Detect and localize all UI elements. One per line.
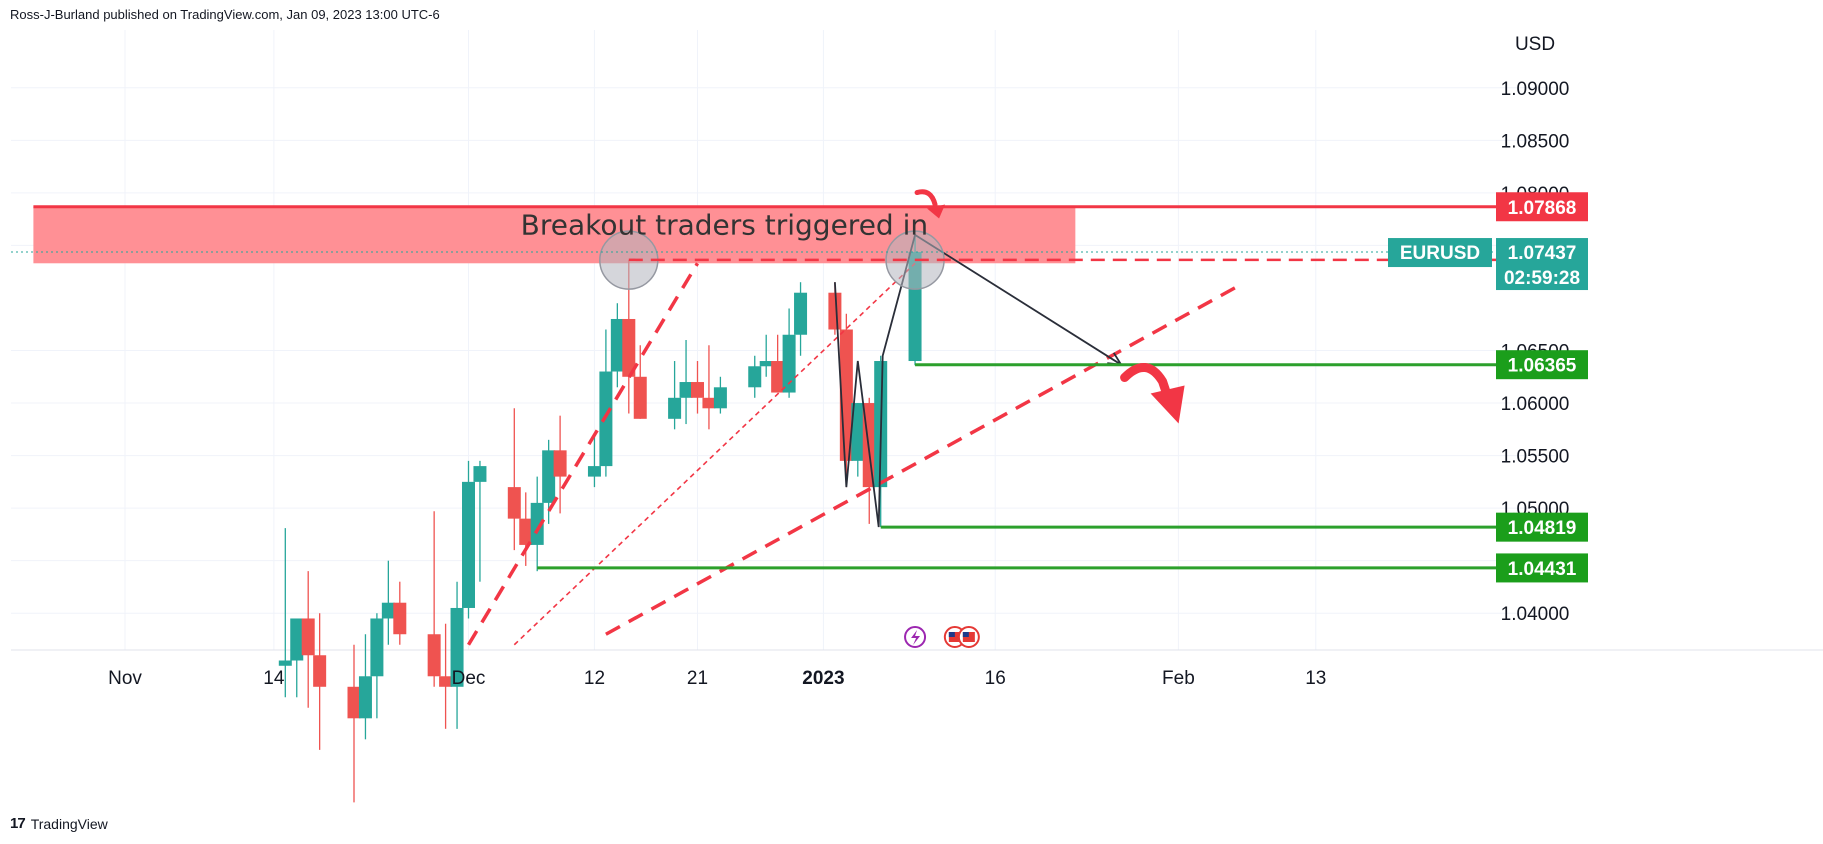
- brand-name: TradingView: [30, 815, 108, 832]
- price-tick-label: 1.08500: [1501, 131, 1570, 152]
- price-tags: 1.078681.073631.063651.048191.04431EURUS…: [1388, 192, 1588, 583]
- level-price-tag: 1.07868: [1508, 198, 1577, 219]
- candle-body: [393, 602, 407, 635]
- footer-brand[interactable]: 17 TradingView: [10, 815, 108, 832]
- candle-body: [622, 318, 636, 377]
- candle-body: [313, 655, 327, 687]
- candle-body: [771, 361, 785, 393]
- candle-body: [358, 676, 372, 719]
- level-price-tag: 1.04431: [1508, 559, 1577, 580]
- candle-body: [290, 618, 304, 661]
- levels-layer: [11, 205, 1550, 570]
- candle-body: [427, 634, 441, 677]
- candle-body: [828, 292, 842, 330]
- drawings-layer: [466, 230, 1237, 646]
- level-price-tag-bg: [1496, 350, 1588, 380]
- event-icons[interactable]: [904, 626, 980, 648]
- candle-body: [851, 403, 865, 461]
- candle-body: [542, 450, 556, 503]
- candle-body: [439, 676, 453, 687]
- price-tick-label: 1.05500: [1501, 447, 1570, 468]
- trendline: [466, 262, 700, 646]
- price-tick-label: 1.04000: [1501, 604, 1570, 625]
- candle-body: [610, 318, 624, 372]
- flag-canton-icon: [948, 632, 955, 637]
- time-tick-label: 12: [584, 668, 605, 689]
- trendline: [605, 285, 1237, 636]
- time-tick-label: Feb: [1162, 668, 1195, 689]
- time-tick-label: 16: [985, 668, 1006, 689]
- time-tick-label: 21: [687, 668, 708, 689]
- curved-arrow-icon: [1120, 363, 1174, 405]
- candle-body: [519, 518, 533, 545]
- candle-body: [473, 466, 487, 482]
- candle-body: [507, 487, 521, 519]
- arrowhead-icon: [927, 204, 946, 219]
- candle-body: [462, 481, 475, 608]
- trendline: [513, 262, 916, 646]
- candle-body: [553, 450, 567, 477]
- level-price-tag-bg: [1496, 192, 1588, 222]
- annotations-layer: Breakout traders triggered in: [521, 189, 1185, 424]
- candle-body: [370, 618, 384, 677]
- level-price-tag: 1.06365: [1508, 356, 1577, 377]
- candle-body: [702, 397, 716, 409]
- lightning-icon: [911, 630, 921, 645]
- candle-body: [759, 361, 773, 367]
- price-tick-label: 1.09000: [1501, 79, 1570, 100]
- published-info: Ross-J-Burland published on TradingView.…: [10, 7, 440, 22]
- candle-body: [530, 502, 544, 545]
- candle-body: [748, 366, 762, 388]
- tradingview-logo-icon: 17: [10, 815, 26, 832]
- candle-body: [633, 376, 647, 419]
- curved-arrow-icon: [914, 189, 938, 208]
- time-tick-label: Dec: [452, 668, 486, 689]
- candle-body: [347, 686, 361, 719]
- level-price-tag: 1.04819: [1508, 518, 1577, 539]
- level-price-tag-bg: [1496, 553, 1588, 583]
- candle-body: [450, 607, 464, 687]
- time-tick-label: Nov: [108, 668, 142, 689]
- price-tick-label: 1.06000: [1501, 394, 1570, 415]
- symbol-tag: EURUSD: [1400, 243, 1480, 264]
- flag-canton-icon: [962, 632, 969, 637]
- annotation-text: Breakout traders triggered in: [521, 208, 928, 241]
- candle-body: [301, 618, 315, 656]
- candle-body: [713, 387, 727, 409]
- candle-body: [679, 382, 693, 398]
- symbol-tag-bg: [1388, 238, 1492, 268]
- candle-body: [691, 382, 704, 398]
- candle-body: [782, 334, 796, 393]
- candle-body: [381, 602, 395, 619]
- currency-label: USD: [1515, 34, 1555, 55]
- candle-body: [794, 292, 808, 335]
- countdown-timer: 02:59:28: [1504, 268, 1580, 289]
- time-tick-label: 2023: [802, 668, 844, 689]
- time-tick-label: 14: [263, 668, 285, 689]
- time-tick-label: 13: [1305, 668, 1326, 689]
- current-price-tag-bg: [1496, 238, 1588, 291]
- current-price-tag: 1.07437: [1508, 243, 1577, 264]
- candle-body: [278, 660, 292, 666]
- candles-layer: [278, 234, 922, 803]
- arrowhead-icon: [1150, 385, 1185, 424]
- level-price-tag-bg: [1496, 512, 1588, 542]
- time-axis[interactable]: Nov 14 Dec 12 21 2023 16 Feb 13: [108, 668, 1326, 689]
- candle-body: [587, 466, 601, 477]
- candle-body: [668, 397, 682, 419]
